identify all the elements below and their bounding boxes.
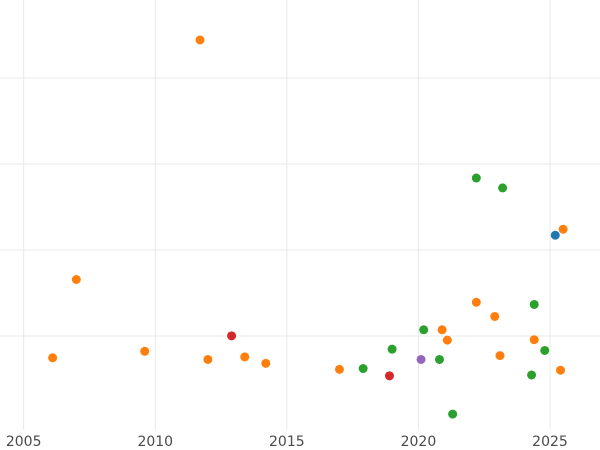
data-point (495, 351, 505, 361)
data-point (261, 358, 271, 368)
data-point (384, 371, 394, 381)
data-point (203, 354, 213, 364)
x-tick-label: 2005 (6, 434, 42, 450)
data-point (387, 344, 397, 354)
x-tick-label: 2015 (269, 434, 305, 450)
data-point (437, 325, 447, 335)
data-point (419, 325, 429, 335)
data-point (334, 364, 344, 374)
data-point (48, 353, 58, 363)
data-points (48, 35, 568, 419)
data-point (195, 35, 205, 45)
x-tick-label: 2020 (401, 434, 437, 450)
data-point (529, 299, 539, 309)
data-point (498, 183, 508, 193)
data-point (529, 335, 539, 345)
data-point (471, 297, 481, 307)
x-tick-label: 2025 (532, 434, 568, 450)
data-point (140, 346, 150, 356)
data-point (490, 311, 500, 321)
data-point (540, 345, 550, 355)
data-point (471, 173, 481, 183)
data-point (227, 331, 237, 341)
grid (0, 0, 600, 430)
data-point (71, 275, 81, 284)
data-point (448, 409, 458, 419)
data-point (416, 354, 426, 364)
data-point (556, 365, 566, 375)
data-point (358, 364, 368, 374)
data-point (527, 370, 537, 380)
data-point (240, 352, 250, 362)
x-axis-tick-labels: 2005 2010 2015 2020 2025 (6, 434, 568, 450)
data-point (558, 224, 568, 234)
data-point (550, 230, 560, 240)
data-point (442, 335, 452, 345)
data-point (434, 354, 444, 364)
x-tick-label: 2010 (137, 434, 173, 450)
